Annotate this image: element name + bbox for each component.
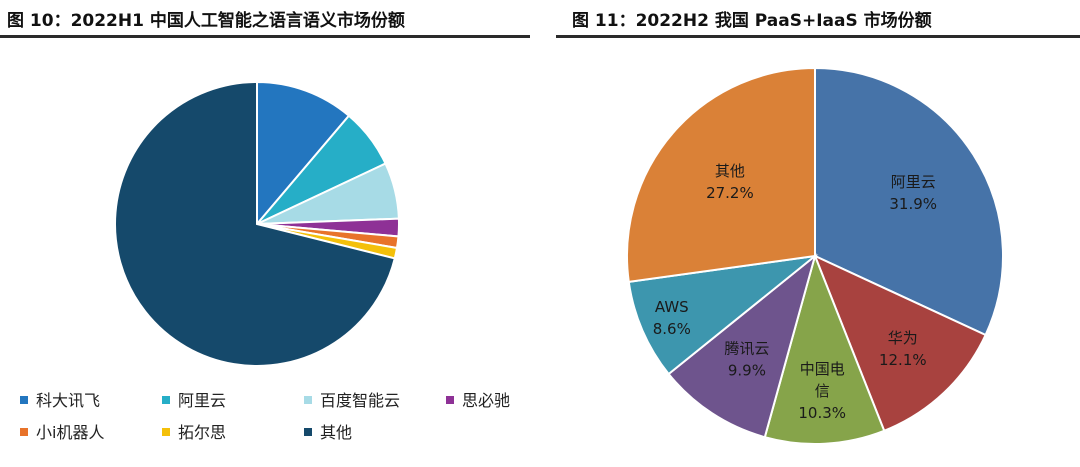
pie2-value-0: 31.9% xyxy=(889,195,937,213)
legend-swatch-0 xyxy=(20,396,28,404)
legend-label-4: 小i机器人 xyxy=(36,423,104,442)
pie2-slice-1 xyxy=(813,254,987,433)
legend-swatch-5 xyxy=(162,428,170,436)
legend-label-6: 其他 xyxy=(320,423,352,442)
pie2-slice-0 xyxy=(814,66,1004,337)
legend-label-1: 阿里云 xyxy=(178,391,226,410)
legend-label-0: 科大讯飞 xyxy=(36,391,100,410)
pie2-value-5: 27.2% xyxy=(706,184,754,202)
pie2-value-2: 10.3% xyxy=(798,404,846,422)
pie2-label-5: 其他 xyxy=(715,162,745,180)
pie1-slice-0 xyxy=(256,80,351,227)
legend-swatch-6 xyxy=(304,428,312,436)
legend-label-5: 拓尔思 xyxy=(178,423,226,442)
chart2-title: 图 11：2022H2 我国 PaaS+IaaS 市场份额 xyxy=(572,11,932,31)
chart1-title-rule xyxy=(0,35,530,38)
pie-chart-cloud-labels: 阿里云 31.9% 华为 12.1% 中国电信 10.3% 腾讯云 9.9% AWS 8.6% 其他… xyxy=(653,162,937,422)
pie2-slice-4 xyxy=(627,254,819,376)
pie1-slice-6 xyxy=(114,80,396,367)
pie-chart-cloud-share xyxy=(626,66,1004,445)
pie2-label-1: 华为 xyxy=(888,329,918,347)
pie-chart-ai-language-share xyxy=(114,80,400,367)
chart1-title: 图 10：2022H1 中国人工智能之语言语义市场份额 xyxy=(7,11,405,31)
pie2-label-2: 中国电信 xyxy=(800,360,845,400)
legend-label-3: 思必驰 xyxy=(462,391,510,410)
pie2-value-4: 8.6% xyxy=(653,320,691,338)
pie2-label-0: 阿里云 xyxy=(891,173,936,191)
pie2-value-3: 9.9% xyxy=(728,362,766,380)
legend-swatch-1 xyxy=(162,396,170,404)
legend-swatch-3 xyxy=(446,396,454,404)
chart2-title-rule xyxy=(556,35,1080,38)
pie2-label-4: AWS xyxy=(655,298,689,316)
pie2-slice-3 xyxy=(667,253,817,439)
pie2-slice-2 xyxy=(763,252,886,445)
legend-swatch-2 xyxy=(304,396,312,404)
legend-swatch-4 xyxy=(20,428,28,436)
pie2-value-1: 12.1% xyxy=(879,351,927,369)
legend-label-2: 百度智能云 xyxy=(320,391,400,410)
pie2-label-3: 腾讯云 xyxy=(724,340,769,358)
pie2-slice-5 xyxy=(626,66,816,284)
